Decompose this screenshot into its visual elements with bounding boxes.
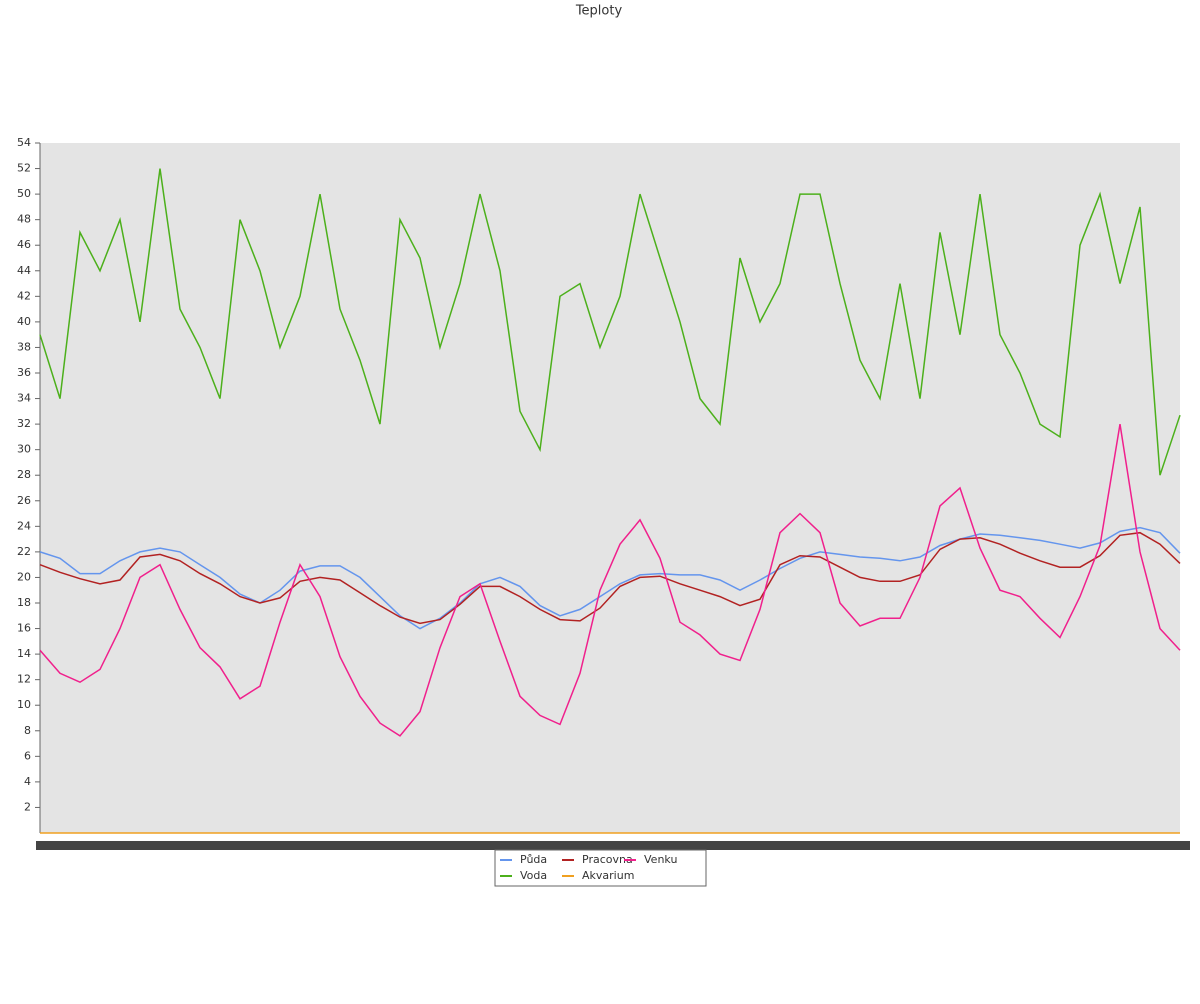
legend-label: Půda bbox=[520, 853, 547, 866]
y-tick-label: 8 bbox=[24, 724, 31, 737]
series-line bbox=[39, 423, 1181, 737]
y-tick-label: 22 bbox=[17, 545, 31, 558]
series-line bbox=[39, 531, 1181, 625]
y-tick-label: 34 bbox=[17, 392, 31, 405]
y-tick-label: 46 bbox=[17, 238, 31, 251]
y-tick-label: 10 bbox=[17, 698, 31, 711]
y-tick-label: 36 bbox=[17, 366, 31, 379]
chart-title: Teploty bbox=[575, 4, 623, 19]
y-tick-label: 2 bbox=[24, 800, 31, 813]
legend-label: Akvarium bbox=[582, 869, 634, 882]
legend-label: Pracovna bbox=[582, 853, 633, 866]
y-tick-label: 18 bbox=[17, 596, 31, 609]
y-tick-label: 16 bbox=[17, 622, 31, 635]
y-tick-label: 38 bbox=[17, 340, 31, 353]
plot-area bbox=[40, 143, 1180, 833]
series-line bbox=[39, 168, 1181, 476]
legend-label: Venku bbox=[644, 853, 677, 866]
x-axis-labels-overlap bbox=[36, 841, 1190, 850]
y-tick-label: 24 bbox=[17, 519, 31, 532]
y-tick-label: 14 bbox=[17, 647, 31, 660]
y-tick-label: 30 bbox=[17, 443, 31, 456]
y-tick-label: 4 bbox=[24, 775, 31, 788]
y-tick-label: 32 bbox=[17, 417, 31, 430]
y-tick-label: 54 bbox=[17, 136, 31, 149]
y-tick-label: 12 bbox=[17, 673, 31, 686]
y-tick-label: 50 bbox=[17, 187, 31, 200]
y-tick-label: 52 bbox=[17, 162, 31, 175]
series-line bbox=[39, 526, 1181, 630]
y-tick-label: 48 bbox=[17, 213, 31, 226]
y-tick-label: 44 bbox=[17, 264, 31, 277]
y-tick-label: 6 bbox=[24, 749, 31, 762]
y-tick-label: 26 bbox=[17, 494, 31, 507]
y-tick-label: 28 bbox=[17, 468, 31, 481]
y-tick-label: 40 bbox=[17, 315, 31, 328]
y-tick-label: 42 bbox=[17, 289, 31, 302]
legend bbox=[494, 849, 707, 887]
y-tick-label: 20 bbox=[17, 570, 31, 583]
legend-label: Voda bbox=[520, 869, 547, 882]
